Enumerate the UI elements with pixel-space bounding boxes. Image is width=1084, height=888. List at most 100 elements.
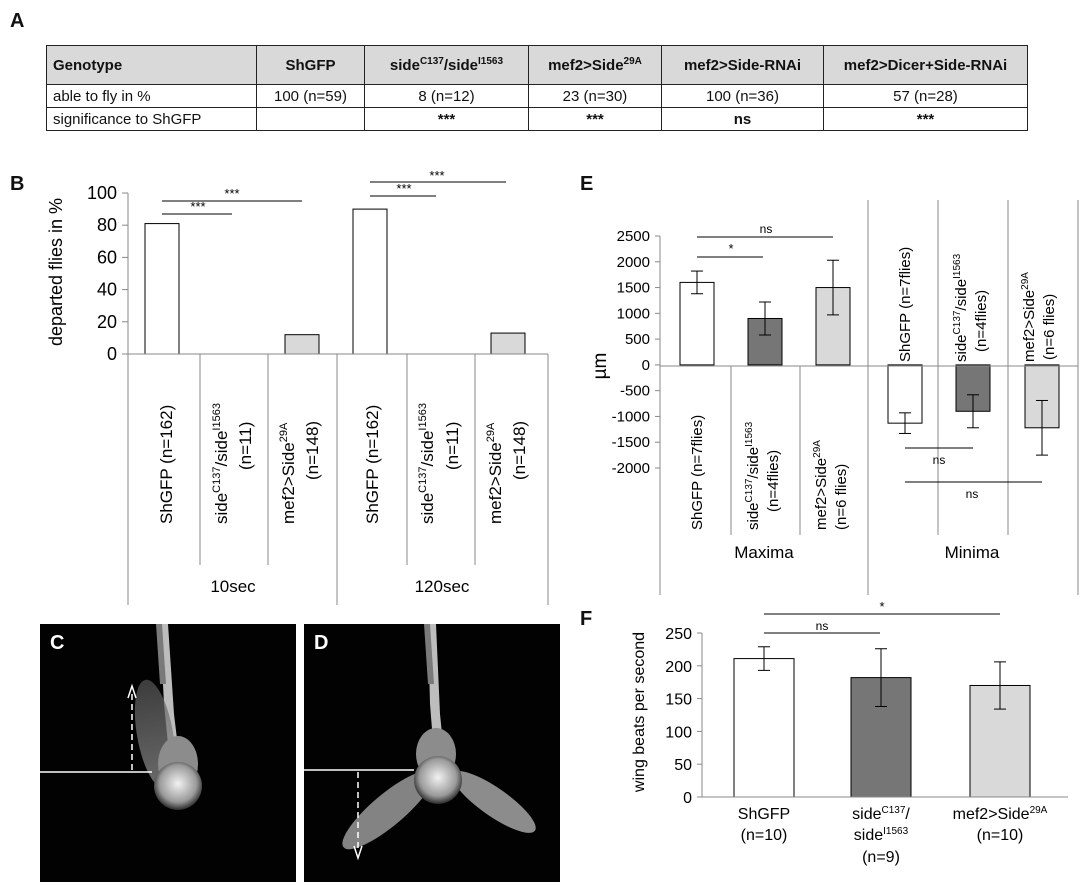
tick-label: 2000	[617, 254, 650, 271]
sig-label: ***	[224, 186, 239, 201]
sig-label: ns	[966, 487, 979, 501]
sig-label: ***	[190, 199, 205, 214]
tick-label: 20	[97, 312, 117, 332]
y-axis-label: µm	[590, 353, 611, 380]
tick-label: 1000	[617, 305, 650, 322]
panel-label-c: C	[50, 632, 65, 654]
sig-label: ns	[760, 222, 773, 236]
tick-label: 100	[665, 724, 692, 741]
table-row: able to fly in % 100 (n=59) 8 (n=12) 23 …	[46, 84, 1028, 108]
table-cell: ***	[823, 107, 1028, 131]
table-cell	[256, 107, 365, 131]
photo-d: D	[304, 624, 560, 882]
table-cell: ns	[661, 107, 824, 131]
tick-label: sideC137/sideI1563	[417, 403, 437, 524]
tick-label: (n=6 flies)	[833, 464, 850, 530]
bar	[815, 287, 851, 366]
table-cell: ShGFP	[256, 45, 365, 85]
tick-label: 40	[97, 280, 117, 300]
tick-label: (n=6 flies)	[1041, 294, 1058, 360]
table-row: significance to ShGFP *** *** ns ***	[46, 107, 1028, 131]
group-label: 120sec	[415, 577, 470, 596]
table-cell: 8 (n=12)	[364, 84, 529, 108]
panel-label-e: E	[580, 173, 594, 195]
group-label: 10sec	[210, 577, 256, 596]
tick-label: 60	[97, 247, 117, 267]
tick-label: ShGFP (n=7flies)	[897, 247, 914, 362]
tick-label: 1500	[617, 280, 650, 297]
tick-label: mef2>Side29A	[1020, 272, 1038, 362]
sig-label: ***	[396, 181, 411, 196]
table-cell: 23 (n=30)	[528, 84, 662, 108]
sig-label: ***	[429, 170, 444, 183]
tick-label: 50	[674, 757, 692, 774]
tick-label: 200	[665, 659, 692, 676]
tick-label: 150	[665, 692, 692, 709]
table-cell: mef2>Side-RNAi	[661, 45, 824, 85]
tick-label: (n=148)	[303, 421, 322, 480]
bar	[352, 208, 388, 355]
tick-label: ShGFP (n=162)	[363, 405, 382, 524]
tick-label: 0	[107, 344, 117, 364]
tick-label: 0	[683, 790, 692, 807]
tick-label: mef2>Side29A	[485, 422, 505, 524]
group-label: Minima	[945, 543, 1000, 562]
tick-label: -2000	[612, 460, 650, 477]
tick-label: -1500	[612, 434, 650, 451]
tick-label: sideC137/	[852, 805, 910, 823]
panel-label-d: D	[314, 632, 329, 654]
bar	[679, 281, 715, 366]
tick-label: (n=10)	[977, 827, 1024, 844]
tick-label: ShGFP (n=162)	[157, 405, 176, 524]
tick-label: (n=10)	[741, 827, 788, 844]
bar	[955, 364, 991, 412]
tick-label: 100	[87, 183, 117, 203]
sig-label: *	[879, 600, 884, 614]
tick-label: sideC137/sideI1563	[211, 403, 231, 524]
bar	[490, 332, 526, 355]
fly-image-c	[40, 624, 202, 810]
y-axis-label: wing beats per second	[631, 632, 648, 793]
group-label: Maxima	[734, 543, 794, 562]
y-axis-label: departed flies in %	[46, 198, 66, 346]
tick-label: (n=11)	[236, 422, 255, 470]
tick-label: ShGFP	[738, 806, 790, 823]
tick-label: 500	[625, 331, 650, 348]
tick-label: -500	[620, 383, 650, 400]
photo-c: C	[40, 624, 296, 882]
tick-label: mef2>Side29A	[812, 440, 830, 530]
chart-b: departed flies in % 0 20 40 60 80 100 ShGFP (…	[46, 170, 549, 605]
panel-label-f: F	[580, 608, 593, 630]
fly-image-d	[304, 624, 536, 861]
table-cell: ***	[528, 107, 662, 131]
tick-label: 80	[97, 215, 117, 235]
genotype-table: Genotype ShGFP sideC137/sideI1563 mef2>S…	[46, 45, 1028, 131]
tick-label: (n=4flies)	[973, 290, 990, 352]
table-cell: sideC137/sideI1563	[364, 45, 529, 85]
tick-label: (n=11)	[443, 422, 462, 470]
table-cell: able to fly in %	[46, 84, 257, 108]
tick-label: -1000	[612, 408, 650, 425]
tick-label: 2500	[617, 228, 650, 245]
table-cell: significance to ShGFP	[46, 107, 257, 131]
tick-label: (n=148)	[510, 421, 529, 480]
panel-label-b: B	[10, 173, 25, 195]
panel-label-a: A	[10, 10, 25, 32]
chart-e: µm 2500 2000 1500 1000 500 0 -500 -1000 -1500 -20…	[590, 200, 1079, 595]
table-cell: 100 (n=36)	[661, 84, 824, 108]
tick-label: sideI1563	[854, 826, 909, 844]
sig-label: ns	[933, 453, 946, 467]
tick-label: sideC137/sideI1563	[744, 421, 762, 530]
tick-label: mef2>Side29A	[278, 422, 298, 524]
tick-label: 250	[665, 626, 692, 643]
bar	[144, 223, 180, 355]
table-cell: mef2>Dicer+Side-RNAi	[823, 45, 1028, 85]
tick-label: mef2>Side29A	[953, 805, 1048, 823]
bar	[284, 334, 320, 355]
tick-label: (n=9)	[862, 849, 900, 866]
tick-label: (n=4flies)	[765, 450, 782, 512]
table-cell: 57 (n=28)	[823, 84, 1028, 108]
table-cell: ***	[364, 107, 529, 131]
sig-label: ns	[816, 619, 829, 633]
sig-label: *	[728, 241, 733, 256]
